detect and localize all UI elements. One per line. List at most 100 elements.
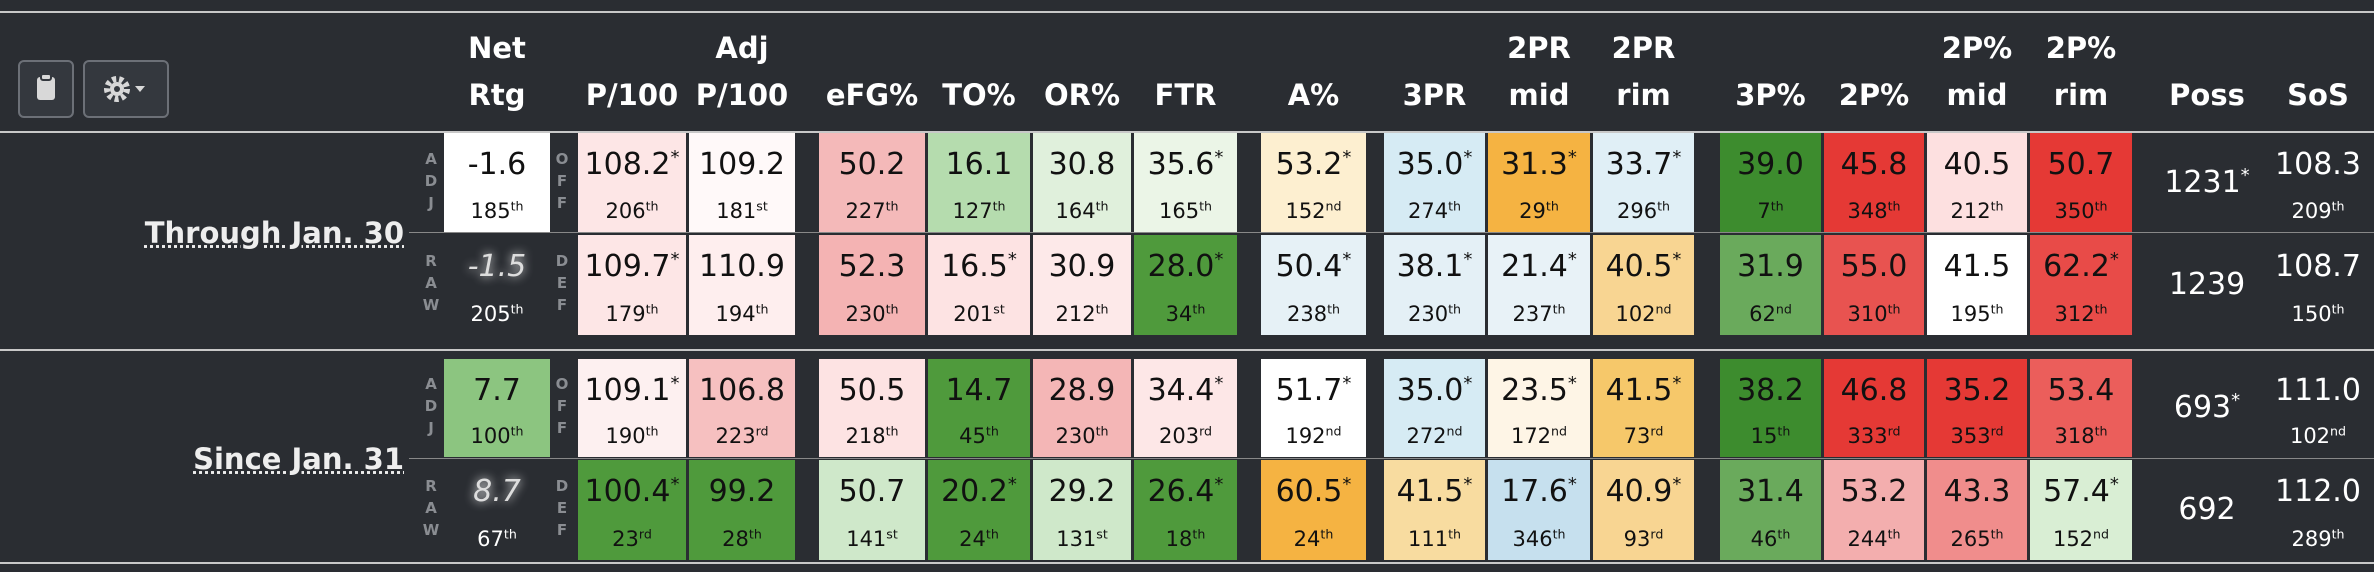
rank: 310th: [1824, 301, 1924, 327]
star-marker: *: [1672, 474, 1682, 496]
stat-value: 21.4*: [1488, 249, 1590, 285]
stat-value: 35.2: [1927, 373, 2027, 409]
rank-suffix: th: [1199, 198, 1212, 214]
stat-cell: 693*: [2151, 359, 2263, 457]
stat-cell: 26.4* 18th: [1134, 460, 1237, 560]
stat-value: 50.2: [819, 147, 925, 183]
settings-button[interactable]: [83, 60, 169, 118]
rank-number: 102: [2289, 424, 2331, 448]
rank-number: 346: [1512, 527, 1553, 551]
value-text: 40.5: [1943, 147, 2011, 182]
star-marker: *: [670, 474, 680, 496]
rank-number: 73: [1623, 424, 1651, 448]
value-text: 23.5: [1501, 373, 1568, 408]
rank: 179th: [578, 301, 686, 327]
rank-number: 289: [2291, 527, 2332, 551]
rank: 164th: [1033, 198, 1131, 224]
rank-suffix: th: [1192, 526, 1206, 542]
value-text: 110.9: [699, 249, 785, 284]
rank: 192nd: [1261, 423, 1366, 449]
column-header: 2P%: [2045, 31, 2117, 65]
rank-number: 212: [1055, 302, 1096, 326]
star-marker: *: [1342, 474, 1352, 496]
value-text: 692: [2178, 492, 2236, 527]
star-marker: *: [1007, 474, 1017, 496]
stat-value: 29.2: [1033, 474, 1131, 510]
stat-value: 31.9: [1720, 249, 1821, 285]
rank: 265th: [1927, 526, 2027, 552]
stat-value: 109.2: [689, 147, 795, 183]
stat-value: 53.2: [1824, 474, 1924, 510]
rank-number: 28: [722, 527, 749, 551]
rank: 28th: [689, 526, 795, 552]
rank: 205th: [444, 301, 550, 327]
stat-value: 693*: [2151, 390, 2263, 426]
rank-suffix: th: [1990, 526, 2004, 542]
column-header: OR%: [1043, 78, 1121, 112]
value-text: 29.2: [1048, 474, 1116, 509]
stat-value: 39.0: [1720, 147, 1821, 183]
stat-cell: 35.6* 165th: [1134, 133, 1237, 232]
rank: 333rd: [1824, 423, 1924, 449]
side-label: RAW: [422, 252, 440, 318]
value-text: 50.4: [1275, 249, 1343, 284]
rank-number: 150: [2291, 302, 2332, 326]
star-marker: *: [1342, 373, 1352, 395]
rank-number: 350: [2054, 199, 2095, 223]
stat-value: 34.4*: [1134, 373, 1237, 409]
row-divider: [409, 232, 2374, 233]
rank-suffix: th: [645, 198, 659, 214]
star-marker: *: [1567, 474, 1577, 496]
value-text: 28.9: [1048, 373, 1116, 408]
star-marker: *: [670, 373, 680, 395]
stat-value: 40.5*: [1593, 249, 1694, 285]
stat-value: 40.9*: [1593, 474, 1694, 510]
rank: 223rd: [689, 423, 795, 449]
rank-suffix: th: [1448, 526, 1461, 542]
stat-value: 50.7: [2030, 147, 2132, 183]
stat-cell: 50.7 141st: [819, 460, 925, 560]
stat-cell: -1.6 185th: [444, 133, 550, 232]
column-header: 3PR: [1402, 78, 1467, 112]
rank-suffix: th: [1990, 301, 2004, 317]
stat-value: 108.2*: [578, 147, 686, 183]
value-text: 35.0: [1396, 147, 1464, 182]
value-text: 41.5: [1396, 474, 1464, 509]
rank-number: 218: [845, 424, 886, 448]
rank: 24th: [928, 526, 1030, 552]
value-text: 35.2: [1943, 373, 2011, 408]
rank-suffix: th: [1887, 526, 1901, 542]
value-text: 99.2: [708, 474, 776, 509]
clipboard-button[interactable]: [18, 60, 74, 118]
rank-number: 18: [1165, 527, 1193, 551]
rank: 238th: [1261, 301, 1366, 327]
star-marker: *: [2109, 249, 2119, 271]
value-text: 693: [2173, 390, 2232, 425]
rank-suffix: th: [1448, 198, 1461, 214]
rank: 195th: [1927, 301, 2027, 327]
stat-cell: 55.0 310th: [1824, 235, 1924, 335]
stat-cell: 23.5* 172nd: [1488, 359, 1590, 457]
rank-suffix: th: [885, 301, 899, 317]
rank-suffix: th: [2094, 423, 2108, 439]
stat-cell: 99.2 28th: [689, 460, 795, 560]
rank-number: 29: [1519, 199, 1546, 223]
rank: 73rd: [1593, 423, 1694, 449]
rank: 348th: [1824, 198, 1924, 224]
rank: 141st: [819, 526, 925, 552]
star-marker: *: [670, 249, 680, 271]
value-text: 26.4: [1147, 474, 1215, 509]
column-header: Rtg: [468, 78, 526, 112]
stat-value: 52.3: [819, 249, 925, 285]
gear-icon: [104, 76, 145, 102]
rank-suffix: th: [2331, 526, 2345, 542]
value-text: 33.7: [1605, 147, 1673, 182]
rank-suffix: th: [748, 526, 762, 542]
stat-value: 41.5: [1927, 249, 2027, 285]
stat-cell: 109.7* 179th: [578, 235, 686, 335]
rank-suffix: rd: [1199, 423, 1213, 439]
column-header: 2PR: [1507, 31, 1571, 65]
column-header: TO%: [942, 78, 1016, 112]
rank-number: 152: [2052, 527, 2094, 551]
stat-value: 7.7: [444, 373, 550, 409]
